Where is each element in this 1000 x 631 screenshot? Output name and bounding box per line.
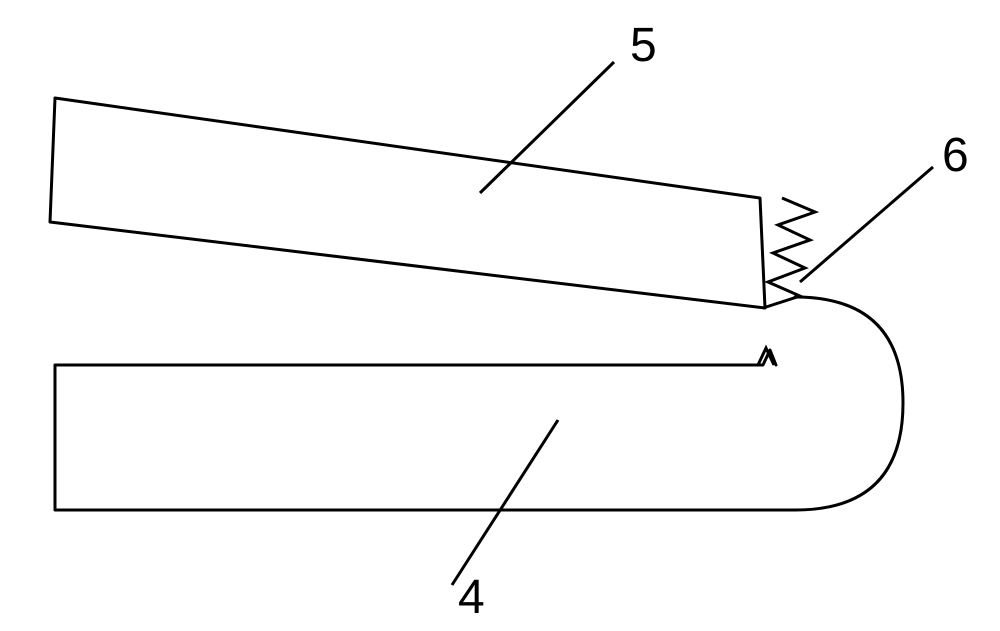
bg-cover: [0, 0, 1000, 631]
label-5: 5: [630, 18, 657, 73]
label-4: 4: [458, 570, 485, 625]
technical-diagram: [0, 0, 1000, 631]
label-6: 6: [942, 128, 969, 183]
